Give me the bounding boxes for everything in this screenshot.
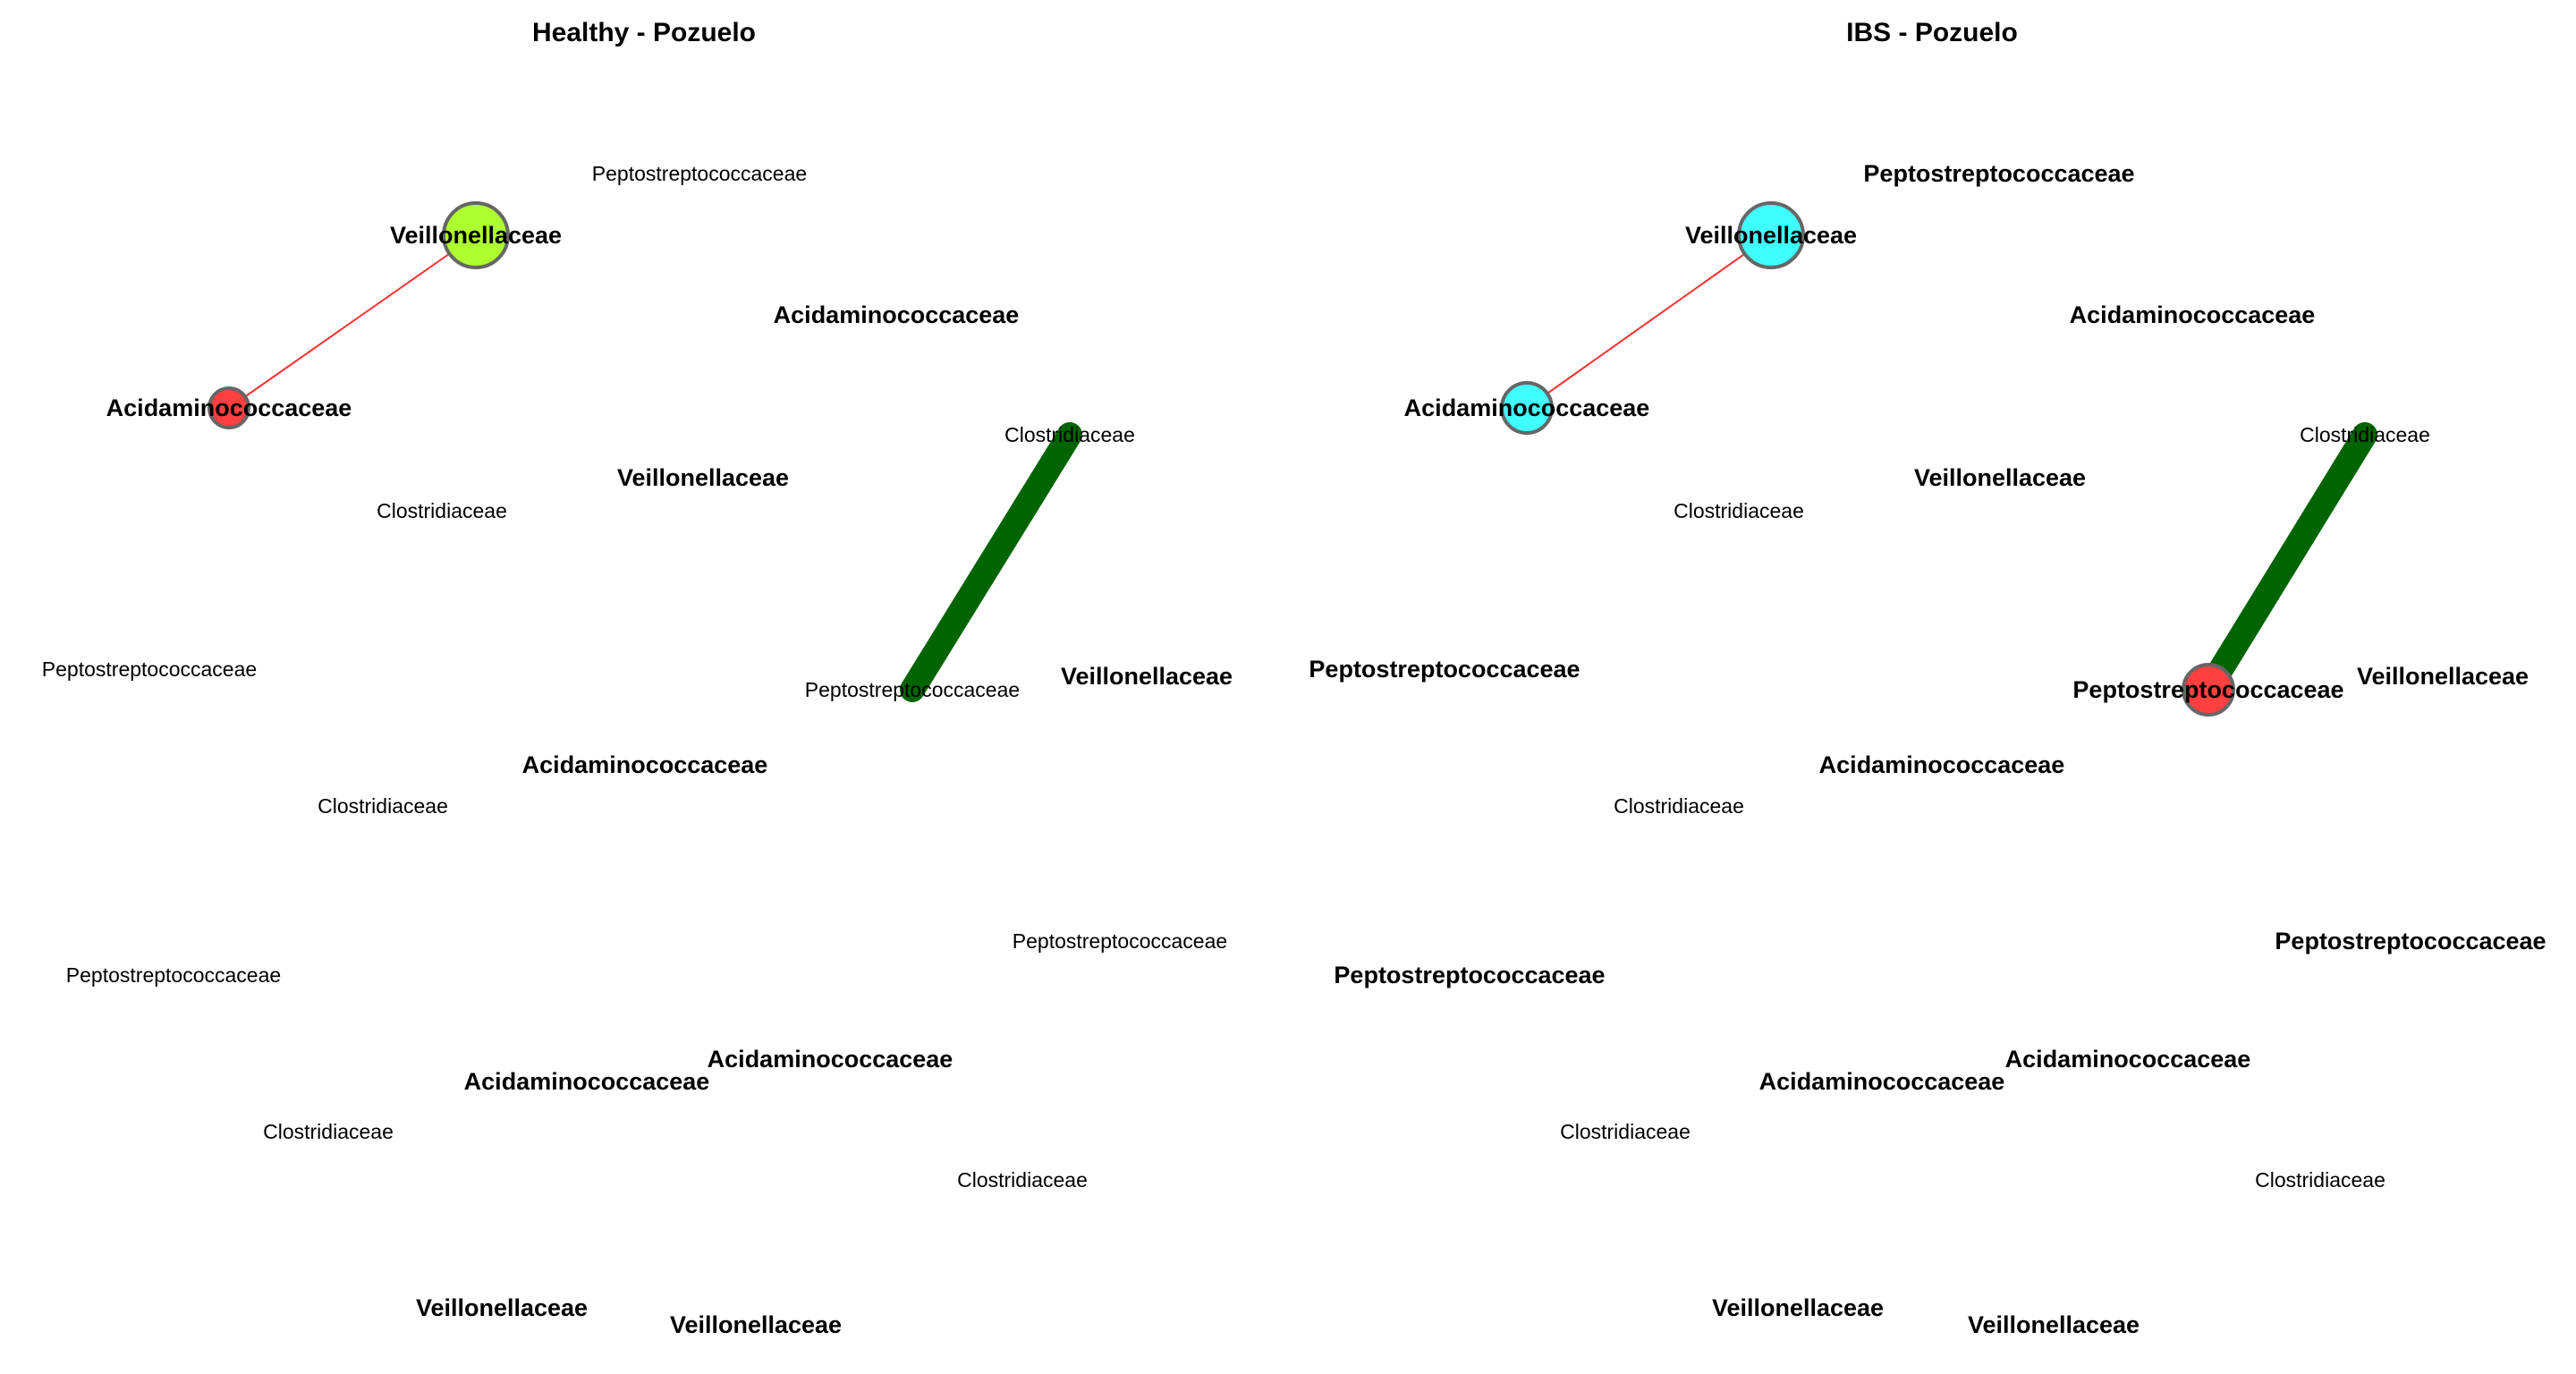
network-node-label: Clostridiaceae — [957, 1168, 1088, 1192]
network-node-label: Peptostreptococcaceae — [42, 657, 257, 681]
network-node-label: Veillonellaceae — [390, 222, 562, 249]
network-node-label: Peptostreptococcaceae — [1334, 962, 1605, 988]
network-node-label: Peptostreptococcaceae — [1013, 929, 1227, 953]
network-node-label: Peptostreptococcaceae — [1863, 160, 2134, 187]
network-node-label: Peptostreptococcaceae — [66, 963, 281, 987]
network-node-label: Acidaminococcaceae — [774, 301, 1020, 328]
network-node-label: Peptostreptococcaceae — [805, 678, 1020, 701]
network-node-label: Clostridiaceae — [2255, 1168, 2385, 1192]
network-node-label: Acidaminococcaceae — [1404, 394, 1650, 421]
network-edge — [228, 234, 477, 409]
network-node-label: Clostridiaceae — [1560, 1120, 1690, 1143]
network-node-label: Peptostreptococcaceae — [2072, 676, 2343, 703]
network-node-label: Veillonellaceae — [617, 464, 789, 491]
network-edge — [900, 422, 1082, 702]
network-node-circle — [1737, 201, 1805, 269]
network-edge — [2196, 422, 2377, 702]
network-node-label: Acidaminococcaceae — [1759, 1068, 2005, 1095]
network-node-label: Acidaminococcaceae — [1819, 751, 2065, 778]
network-node-label: Clostridiaceae — [1614, 794, 1744, 818]
network-node-label: Veillonellaceae — [2357, 663, 2529, 690]
network-node-label: Clostridiaceae — [2300, 423, 2430, 446]
network-node-label: Veillonellaceae — [1914, 464, 2086, 491]
panel-title-healthy: Healthy - Pozuelo — [531, 18, 757, 47]
network-node-label: Acidaminococcaceae — [522, 751, 768, 778]
network-node-circle — [208, 386, 250, 429]
network-node-label: Veillonellaceae — [670, 1311, 842, 1338]
network-node-label: Acidaminococcaceae — [106, 394, 352, 421]
network-node-circle — [442, 201, 510, 269]
network-node-label: Clostridiaceae — [318, 794, 448, 818]
network-node-label: Veillonellaceae — [1968, 1311, 2140, 1338]
network-node-label: Veillonellaceae — [1061, 663, 1233, 690]
network-edge — [1526, 234, 1772, 409]
network-node-label: Veillonellaceae — [1685, 222, 1857, 249]
network-node-label: Acidaminococcaceae — [2070, 301, 2316, 328]
panel-title-ibs: IBS - Pozuelo — [1846, 18, 2018, 47]
network-node-label: Acidaminococcaceae — [464, 1068, 710, 1095]
network-node-label: Peptostreptococcaceae — [592, 162, 807, 185]
network-node-label: Clostridiaceae — [263, 1120, 394, 1143]
network-node-label: Clostridiaceae — [1674, 499, 1804, 522]
network-node-label: Veillonellaceae — [1712, 1294, 1884, 1321]
network-node-label: Peptostreptococcaceae — [2275, 928, 2546, 954]
network-node-label: Veillonellaceae — [416, 1294, 588, 1321]
network-node-circle — [1500, 381, 1554, 435]
network-node-label: Acidaminococcaceae — [708, 1046, 953, 1073]
network-node-label: Acidaminococcaceae — [2005, 1046, 2251, 1073]
network-panel-healthy: Veillonellaceae Acidaminococcaceae Peptost… — [42, 162, 1233, 1338]
network-panel-ibs: Veillonellaceae Acidaminococcaceae Peptost… — [1309, 160, 2546, 1338]
network-node-circle — [2182, 663, 2235, 717]
network-node-label: Clostridiaceae — [1004, 423, 1135, 446]
network-node-label: Peptostreptococcaceae — [1309, 656, 1580, 683]
network-node-label: Clostridiaceae — [377, 499, 507, 522]
